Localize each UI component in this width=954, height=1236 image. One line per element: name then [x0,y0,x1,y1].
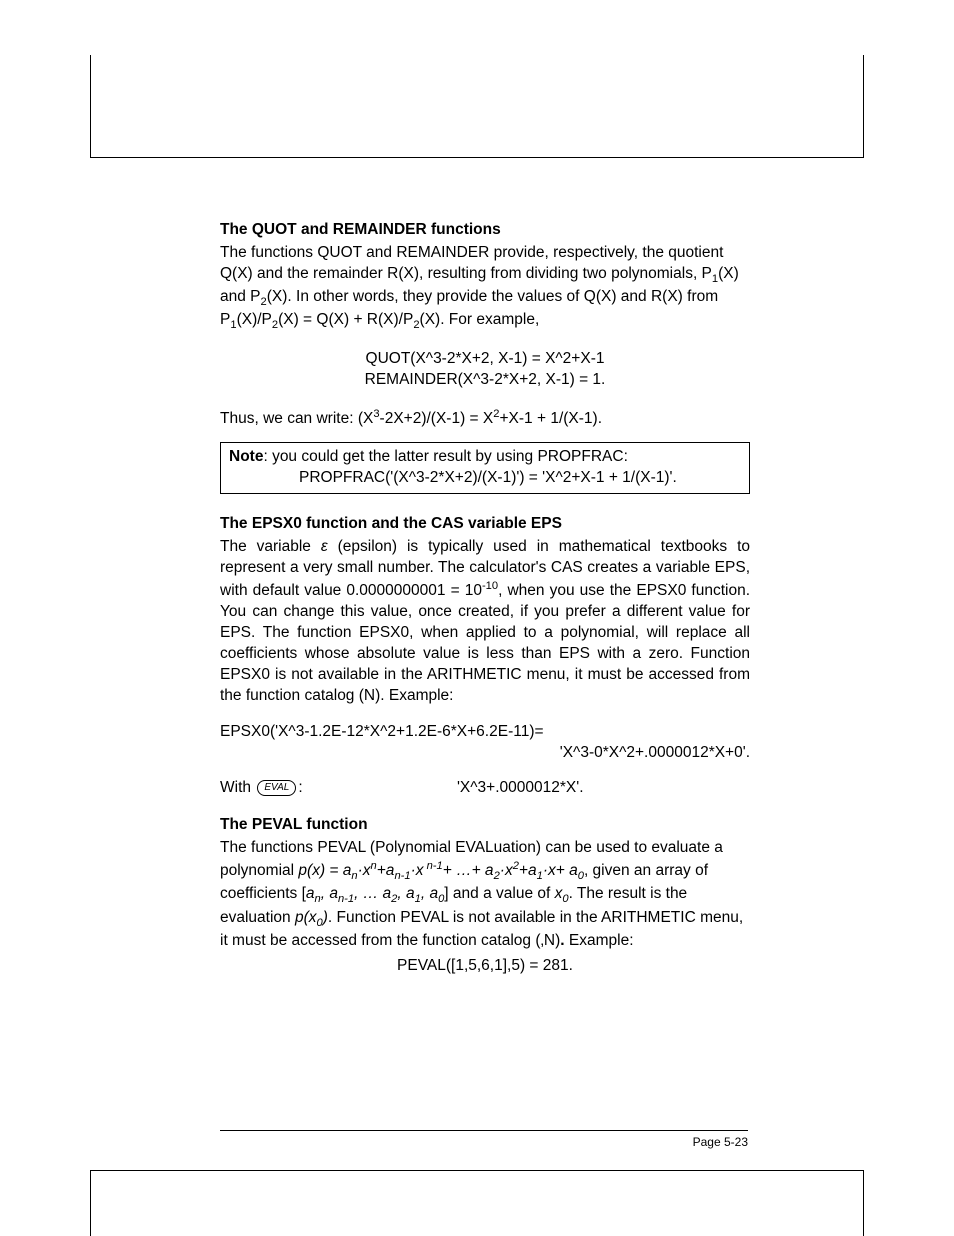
text: , when you use the EPSX0 function. You c… [220,582,750,704]
para-quot-remainder: The functions QUOT and REMAINDER provide… [220,243,750,333]
s: n-1 [423,860,442,872]
t: ·x [500,862,513,879]
t: p(x) = a [298,862,351,879]
superscript: -10 [482,580,498,592]
with-eval-row: With EVAL: 'X^3+.0000012*X'. [220,778,750,799]
page: The QUOT and REMAINDER functions The fun… [0,0,954,1235]
equation-quot: QUOT(X^3-2*X+2, X-1) = X^2+X-1 [220,349,750,370]
x0: x0 [555,885,569,902]
example-input: EPSX0('X^3-1.2E-12*X^2+1.2E-6*X+6.2E-11)… [220,722,750,743]
t: p(x [295,909,317,926]
heading-peval: The PEVAL function [220,815,750,836]
text: Thus, we can write: (X [220,410,373,427]
t: a [306,885,315,902]
eval-result: 'X^3+.0000012*X'. [457,778,584,799]
s: n-1 [338,893,354,905]
para-thus: Thus, we can write: (X3-2X+2)/(X-1) = X2… [220,407,750,430]
t: , [397,885,406,902]
peval-example: PEVAL([1,5,6,1],5) = 281. [220,956,750,977]
coefs: an, an-1, … a2, a1, a0 [306,885,444,902]
crop-mark-bottom-right [785,1170,864,1236]
t: + …+ a [443,862,494,879]
t: ·x [411,862,424,879]
text: Example: [565,932,634,949]
t: a [429,885,438,902]
para-epsx0: The variable ε (epsilon) is typically us… [220,537,750,707]
page-content: The QUOT and REMAINDER functions The fun… [220,220,750,977]
crop-mark-top-left [90,55,786,158]
text: (X). For example, [420,311,540,328]
equation-block: QUOT(X^3-2*X+2, X-1) = X^2+X-1 REMAINDER… [220,349,750,391]
epsilon-symbol: ε [321,538,328,555]
t: ·x+ a [543,862,578,879]
t: a [406,885,415,902]
colon: : [298,779,302,796]
example-output: 'X^3-0*X^2+.0000012*X+0'. [220,743,750,764]
crop-mark-top-right [785,55,864,158]
para-peval: The functions PEVAL (Polynomial EVALuati… [220,838,750,951]
equation-remainder: REMAINDER(X^3-2*X+2, X-1) = 1. [220,370,750,391]
note-line2: PROPFRAC('(X^3-2*X+2)/(X-1)') = 'X^2+X-1… [229,468,741,489]
with-label: With [220,779,255,796]
px0: p(x0) [295,909,328,926]
heading-epsx0: The EPSX0 function and the CAS variable … [220,514,750,535]
note-text: : you could get the latter result by usi… [263,448,627,465]
t: +a [519,862,537,879]
text: (X) = Q(X) + R(X)/P [278,311,413,328]
text: -2X+2)/(X-1) = X [380,410,494,427]
text: (X)/P [237,311,272,328]
note-line1: Note: you could get the latter result by… [229,447,741,468]
note-box: Note: you could get the latter result by… [220,442,750,494]
t: , … [354,885,382,902]
text: +X-1 + 1/(X-1). [499,410,602,427]
t: a [329,885,338,902]
page-number: Page 5-23 [220,1131,748,1149]
crop-mark-bottom-left [90,1170,786,1236]
heading-quot-remainder: The QUOT and REMAINDER functions [220,220,750,241]
s: n-1 [394,870,410,882]
page-footer: Page 5-23 [220,1130,748,1149]
text: The functions QUOT and REMAINDER provide… [220,244,723,282]
text: ] and a value of [444,885,554,902]
t: ·x [358,862,371,879]
poly: p(x) = an·xn+an-1·x n-1+ …+ a2·x2+a1·x+ … [298,862,584,879]
note-label: Note [229,448,263,465]
t: +a [377,862,395,879]
t: a [383,885,392,902]
eval-key-icon: EVAL [257,780,296,796]
text: The variable [220,538,321,555]
example-epsx0: EPSX0('X^3-1.2E-12*X^2+1.2E-6*X+6.2E-11)… [220,722,750,764]
